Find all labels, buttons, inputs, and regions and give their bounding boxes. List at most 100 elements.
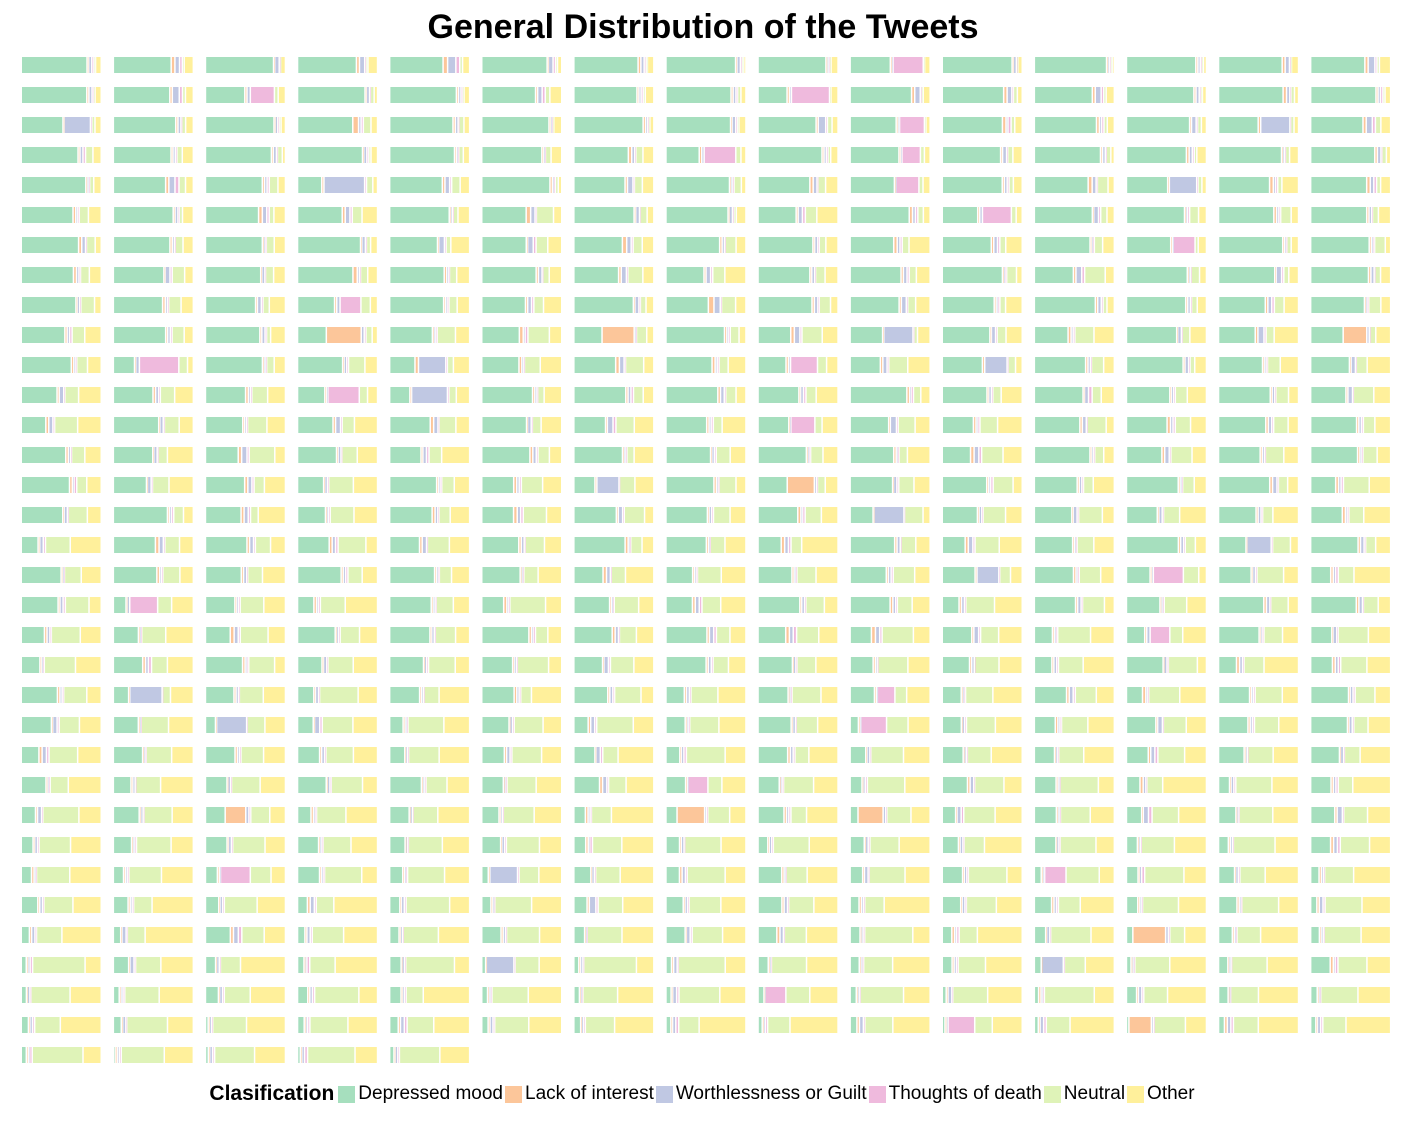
- bar-segment: [889, 417, 890, 433]
- bar-segment: [711, 657, 713, 673]
- bar-segment: [1368, 57, 1375, 73]
- bar-segment: [1186, 537, 1195, 553]
- bar-segment: [967, 717, 995, 733]
- bar-segment: [574, 177, 625, 193]
- bar-segment: [790, 417, 791, 433]
- bar-segment: [788, 747, 790, 763]
- bar-segment: [327, 327, 361, 343]
- bar-segment: [114, 1017, 121, 1033]
- bar-segment: [965, 717, 966, 733]
- bar-segment: [948, 1017, 974, 1033]
- bar-segment: [267, 177, 269, 193]
- bar-segment: [242, 447, 247, 463]
- bar-segment: [993, 477, 1013, 493]
- bar-segment: [874, 507, 904, 523]
- bar-segment: [698, 567, 721, 583]
- bar-segment: [826, 237, 838, 253]
- bar-segment: [49, 777, 50, 793]
- bar-segment: [1199, 207, 1206, 223]
- bar-segment: [603, 657, 604, 673]
- bar-segment: [1195, 147, 1197, 163]
- bar-segment: [76, 207, 78, 223]
- bar-segment: [625, 537, 628, 553]
- bar-segment: [923, 87, 930, 103]
- bar-segment: [402, 987, 404, 1003]
- bar-segment: [709, 507, 711, 523]
- bar-segment: [1259, 627, 1261, 643]
- bar-segment: [758, 87, 787, 103]
- bar-segment: [1035, 357, 1085, 373]
- bar-segment: [943, 117, 1002, 133]
- bar-segment: [692, 927, 722, 943]
- bar-segment: [119, 987, 121, 1003]
- bar-segment: [79, 267, 81, 283]
- bar-segment: [330, 507, 354, 523]
- bar-segment: [146, 747, 171, 763]
- bar-segment: [963, 867, 964, 883]
- bar-segment: [1286, 237, 1288, 253]
- bar-segment: [615, 627, 618, 643]
- bar-segment: [1291, 237, 1298, 253]
- bar-segment: [85, 957, 101, 973]
- bar-segment: [850, 387, 907, 403]
- bar-segment: [1219, 867, 1234, 883]
- bar-segment: [908, 297, 915, 313]
- bar-segment: [1100, 117, 1101, 133]
- bar-segment: [27, 957, 28, 973]
- bar-segment: [1083, 387, 1085, 403]
- bar-segment: [734, 177, 741, 193]
- bar-segment: [1239, 867, 1240, 883]
- bar-segment: [1000, 567, 1010, 583]
- bar-segment: [126, 927, 128, 943]
- bar-segment: [22, 87, 87, 103]
- bar-segment: [711, 267, 713, 283]
- bar-segment: [742, 57, 744, 73]
- bar-segment: [231, 927, 233, 943]
- bar-segment: [908, 357, 930, 373]
- bar-segment: [720, 297, 722, 313]
- bar-segment: [1074, 267, 1076, 283]
- bar-segment: [210, 1017, 211, 1033]
- bar-segment: [721, 387, 724, 403]
- bar-segment: [1373, 237, 1375, 253]
- bar-segment: [1198, 57, 1200, 73]
- legend-item-worthlessness: Worthlessness or Guilt: [655, 1083, 867, 1105]
- bar-segment: [456, 57, 460, 73]
- bar-segment: [574, 567, 603, 583]
- bar-segment: [1127, 357, 1183, 373]
- bar-segment: [64, 117, 90, 133]
- bar-segment: [1058, 627, 1090, 643]
- bar-segment: [1184, 867, 1206, 883]
- legend-label: Worthlessness or Guilt: [675, 1083, 867, 1104]
- bar-segment: [619, 477, 621, 493]
- bar-segment: [1237, 807, 1239, 823]
- bar-segment: [1007, 177, 1009, 193]
- bar-segment: [643, 87, 645, 103]
- bar-segment: [1236, 867, 1238, 883]
- bar-segment: [997, 327, 1006, 343]
- bar-segment: [95, 237, 101, 253]
- bar-segment: [725, 747, 746, 763]
- bar-segment: [538, 387, 544, 403]
- bar-segment: [1272, 417, 1273, 433]
- bar-segment: [818, 477, 825, 493]
- bar-segment: [338, 447, 341, 463]
- bar-segment: [256, 537, 270, 553]
- bar-segment: [1058, 717, 1060, 733]
- bar-segment: [244, 507, 248, 523]
- bar-segment: [438, 807, 469, 823]
- bar-segment: [406, 957, 454, 973]
- bar-segment: [42, 807, 43, 823]
- bar-segment: [921, 87, 923, 103]
- bar-segment: [1076, 687, 1096, 703]
- bar-segment: [1275, 837, 1298, 853]
- bar-segment: [1353, 777, 1390, 793]
- bar-segment: [298, 57, 356, 73]
- bar-segment: [426, 777, 447, 793]
- bar-segment: [390, 477, 436, 493]
- bar-segment: [1046, 927, 1047, 943]
- bar-segment: [1161, 597, 1163, 613]
- bar-segment: [364, 147, 367, 163]
- bar-segment: [40, 537, 43, 553]
- bar-segment: [634, 297, 635, 313]
